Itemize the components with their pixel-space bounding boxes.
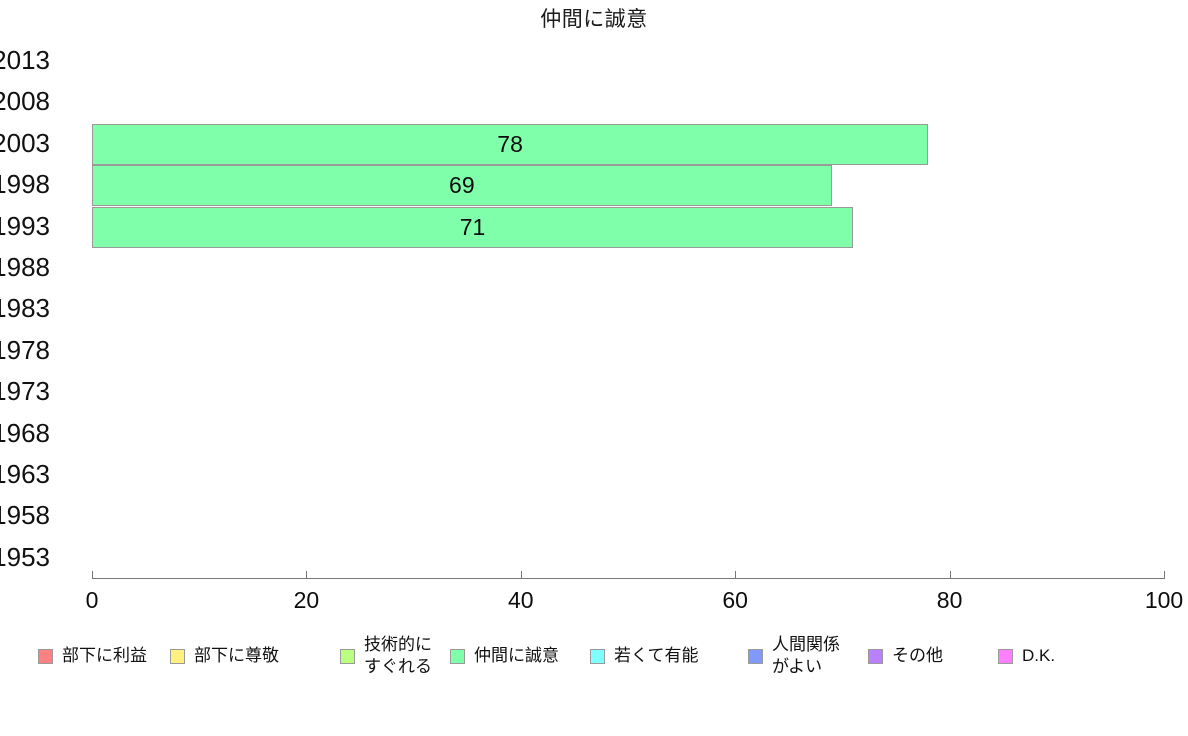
legend-swatch-icon <box>170 648 185 664</box>
x-axis-tick-mark <box>520 571 522 579</box>
x-axis-tick-mark <box>92 571 93 579</box>
x-axis-tick-label: 100 <box>1144 587 1184 613</box>
legend-swatch-icon <box>590 648 605 664</box>
y-axis-tick-label: 1968 <box>0 417 50 448</box>
bar-value-label: 71 <box>459 213 486 240</box>
x-axis-tick-label: 40 <box>508 587 534 613</box>
chart-title: 仲間に誠意 <box>540 8 648 31</box>
y-axis-tick-label: 1953 <box>0 541 50 572</box>
x-axis-tick-mark <box>306 571 308 579</box>
legend-label: 仲間に誠意 <box>474 646 559 665</box>
legend-swatch-icon <box>998 648 1013 664</box>
x-axis-tick-mark <box>735 571 737 579</box>
legend-label: その他 <box>892 646 943 665</box>
y-axis-tick-label: 1958 <box>0 500 50 531</box>
legend-item[interactable]: 部下に利益 <box>38 628 147 684</box>
y-axis-tick-label: 2013 <box>0 45 50 75</box>
y-axis-tick-label: 1998 <box>0 169 50 200</box>
x-axis-tick-label: 60 <box>722 587 748 613</box>
legend-label: 若くて有能 <box>614 646 699 665</box>
y-axis-tick-label: 1993 <box>0 210 50 241</box>
bar-value-label: 78 <box>497 130 523 157</box>
x-axis-tick-label: 0 <box>85 587 99 613</box>
legend-label: 部下に尊敬 <box>194 646 279 665</box>
legend-label: D.K. <box>1022 646 1056 665</box>
bar-value-label: 69 <box>449 172 475 199</box>
y-axis-tick-label: 2003 <box>0 127 50 158</box>
bar[interactable] <box>92 165 832 207</box>
legend-item[interactable]: D.K. <box>998 628 1055 684</box>
chart-legend: 部下に利益 部下に尊敬 技術的に すぐれる 仲間に誠意 若くて有能 人間関係 がよい その他… <box>30 628 1158 688</box>
y-axis-tick-label: 1978 <box>0 334 50 365</box>
x-axis-tick-label: 80 <box>936 587 963 613</box>
y-axis-tick-label: 2008 <box>0 86 50 117</box>
legend-swatch-icon <box>868 648 883 664</box>
bar[interactable] <box>92 123 929 165</box>
legend-item[interactable]: 技術的に すぐれる <box>340 628 432 684</box>
legend-item[interactable]: その他 <box>868 628 943 684</box>
legend-swatch-icon <box>748 648 763 664</box>
x-axis-line <box>92 578 1165 579</box>
y-axis-tick-label: 1963 <box>0 459 50 489</box>
legend-swatch-icon <box>450 648 465 664</box>
legend-swatch-icon <box>340 648 355 664</box>
x-axis-tick-mark <box>949 571 951 579</box>
y-axis-tick-label: 1973 <box>0 376 50 407</box>
x-axis-tick-label: 20 <box>293 587 320 613</box>
legend-label: 技術的に すぐれる <box>364 635 432 676</box>
legend-item[interactable]: 部下に尊敬 <box>170 628 279 684</box>
bar[interactable] <box>92 206 854 248</box>
y-axis-tick-label: 1983 <box>0 293 50 324</box>
legend-item[interactable]: 若くて有能 <box>590 628 699 684</box>
legend-label: 部下に利益 <box>62 646 147 665</box>
legend-label: 人間関係 がよい <box>772 635 840 676</box>
legend-item[interactable]: 人間関係 がよい <box>748 628 840 684</box>
x-axis-tick-mark <box>1164 571 1165 579</box>
legend-swatch-icon <box>38 648 53 664</box>
legend-item[interactable]: 仲間に誠意 <box>450 628 559 684</box>
